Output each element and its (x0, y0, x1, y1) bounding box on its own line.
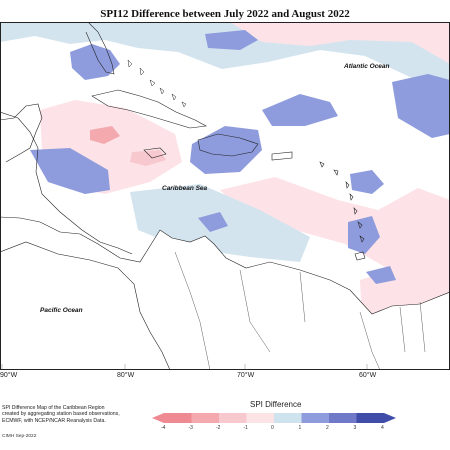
islands-bahamas (127, 59, 187, 108)
legend-swatch (191, 413, 219, 423)
legend-tick-label: 1 (298, 425, 302, 431)
legend-arrow-low (152, 413, 164, 423)
legend-swatch (356, 413, 384, 423)
blue-anomaly-central-america (30, 148, 110, 194)
blue-anomaly-east-atlantic (392, 74, 450, 138)
pink-field-east-caribbean (220, 177, 450, 284)
landmass-central-america (0, 111, 133, 255)
label-atlantic-ocean: Atlantic Ocean (344, 63, 390, 70)
spi-difference-map (0, 22, 450, 370)
blue-anomaly-leewards (350, 170, 384, 194)
pink-anomaly-jamaica (130, 150, 166, 166)
legend-tick-label: 4 (381, 425, 384, 431)
label-pacific-ocean: Pacific Ocean (40, 307, 83, 314)
island-jamaica (143, 147, 167, 159)
blue-anomaly-atlantic-north (205, 30, 258, 50)
blue-anomaly-central-atlantic (262, 94, 338, 126)
legend-swatch (274, 413, 302, 423)
legend-swatch (164, 413, 192, 423)
pink-field-northeast (230, 22, 450, 64)
lon-label-70w: 70°W (237, 372, 255, 379)
country-borders (174, 251, 426, 370)
lon-label-80w: 80°W (117, 372, 135, 379)
blue-anomaly-guianas (366, 266, 396, 284)
blue-anomaly-florida (70, 44, 120, 80)
legend-tick-label: 3 (353, 425, 357, 431)
blue-anomaly-colombia-coast (198, 212, 228, 232)
legend-swatch (246, 413, 274, 423)
landmass-florida (85, 22, 115, 75)
note-line-2: created by aggregating station based obs… (2, 411, 120, 418)
landmass-south-america (0, 216, 450, 370)
islands-lesser-antilles (319, 161, 366, 261)
landmass-yucatan (0, 103, 43, 163)
legend-arrow-high (384, 413, 396, 423)
island-hispaniola (197, 133, 259, 157)
legend-tick-label: -3 (188, 425, 193, 431)
label-caribbean-sea: Caribbean Sea (162, 185, 208, 192)
island-cuba (91, 89, 207, 129)
note-line-1: SPI Difference Map of the Caribbean Regi… (2, 405, 105, 411)
legend-title: SPI Difference (250, 400, 302, 409)
legend-swatch (301, 413, 329, 423)
map-notes: SPI Difference Map of the Caribbean Regi… (2, 405, 152, 424)
blue-anomaly-trinidad (348, 216, 380, 254)
legend-colorbar (152, 413, 396, 423)
note-line-3: ECMWF, with NCEP/NCAR Reanalysis Data. (2, 417, 106, 424)
lon-label-90w: 90°W (0, 372, 18, 379)
island-puerto-rico (271, 151, 293, 161)
lon-label-60w: 60°W (359, 372, 377, 379)
legend-swatch (329, 413, 357, 423)
legend-tick-label: 0 (271, 425, 274, 431)
legend-tick-label: -1 (243, 425, 248, 431)
legend-swatch (219, 413, 247, 423)
blue-anomaly-hispaniola (190, 126, 262, 174)
pink-anomaly-honduras (90, 126, 120, 144)
map-title: SPI12 Difference between July 2022 and A… (100, 8, 350, 20)
legend-tick-label: -2 (216, 425, 221, 431)
credit-text: CIMH Sep-2022 (2, 434, 37, 439)
legend-tick-label: 2 (326, 425, 329, 431)
legend-tick-label: -4 (161, 425, 166, 431)
